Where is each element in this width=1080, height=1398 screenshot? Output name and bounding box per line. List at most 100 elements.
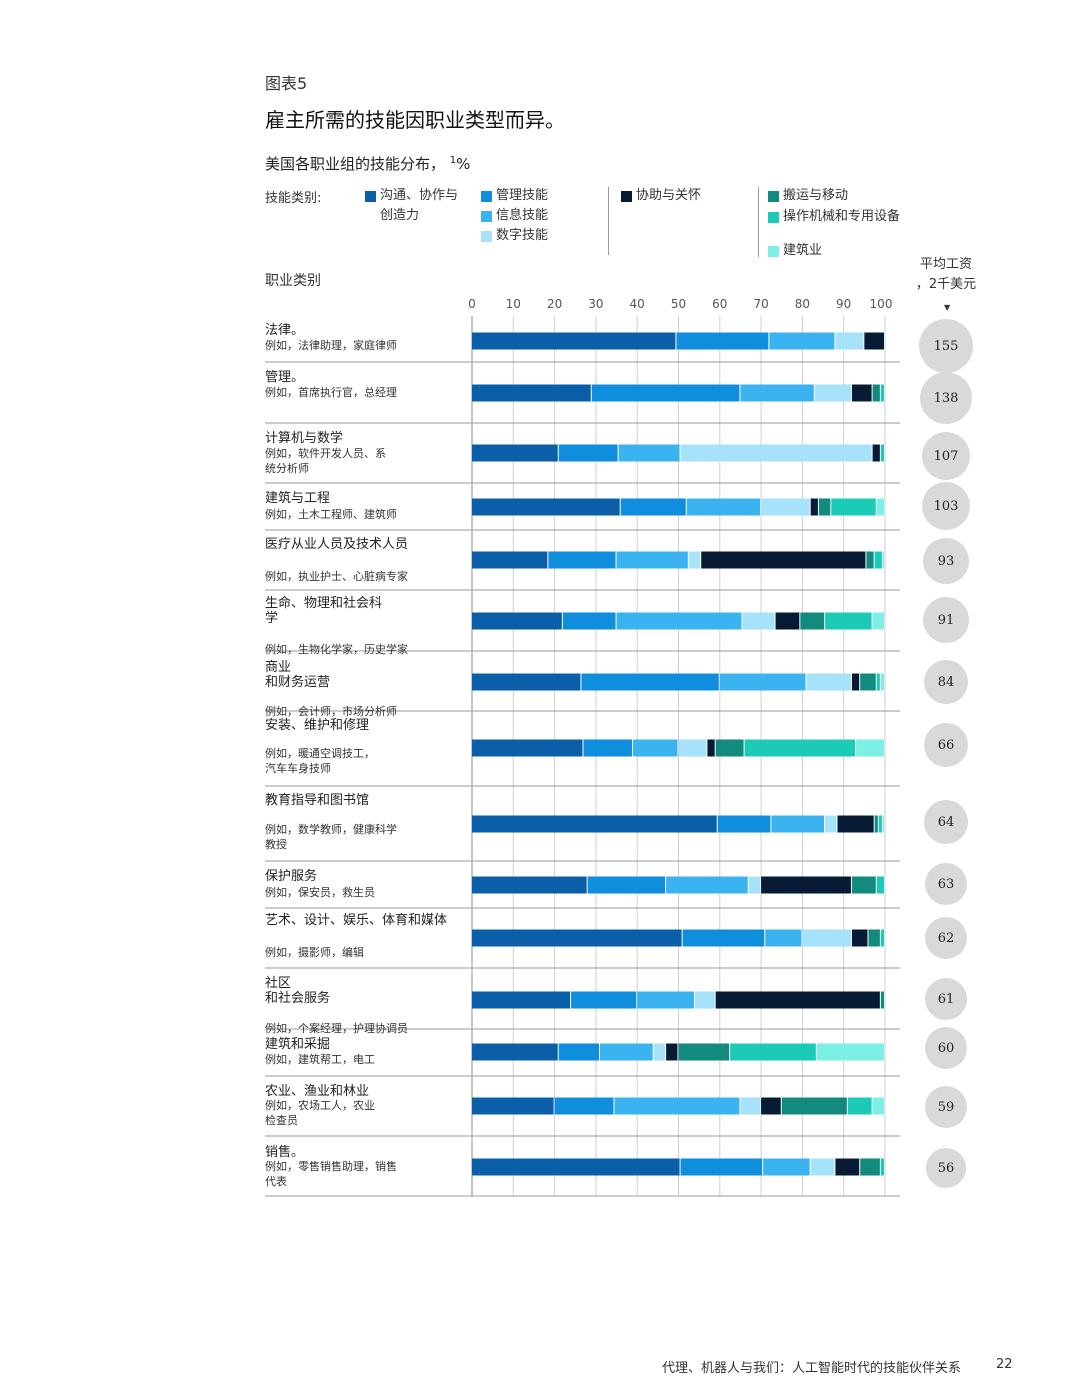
- x-tick-label: 60: [712, 297, 727, 311]
- bar-segment: [876, 498, 884, 516]
- bar-segment: [719, 673, 806, 691]
- bar-segment: [880, 673, 884, 691]
- bar-segment: [866, 551, 874, 569]
- bar-segment: [761, 876, 851, 894]
- occupation-name: 艺术、设计、娱乐、体育和媒体: [265, 913, 448, 928]
- occupation-name: 医疗从业人员及技术人员: [265, 537, 409, 552]
- wage-circle: 64: [924, 800, 968, 844]
- legend-handling-moving-swatch: [768, 191, 779, 202]
- bar-segment: [562, 612, 616, 630]
- subtitle-unit: %: [456, 155, 471, 173]
- bar-segment: [874, 815, 878, 833]
- legend-communication-swatch: [365, 191, 376, 202]
- occupation-name: 安装、维护和修理: [265, 718, 370, 733]
- x-tick-label: 70: [753, 297, 768, 311]
- occupation-example: 例如，生物化学家，历史学家: [265, 643, 408, 656]
- legend-divider: [758, 187, 759, 257]
- wage-circle: 63: [925, 863, 967, 905]
- occupation-example: 例如，执业护士、心脏病专家: [265, 570, 408, 583]
- bar-segment: [835, 332, 864, 350]
- bar-segment: [472, 1097, 554, 1115]
- occupation-name: 建筑和采掘: [265, 1037, 331, 1052]
- bar-segment: [620, 498, 686, 516]
- x-tick-label: 100: [870, 297, 893, 311]
- bar-segment: [761, 498, 810, 516]
- chart-title: 雇主所需的技能因职业类型而异。: [265, 108, 565, 132]
- occupation-name: 社区 和社会服务: [265, 976, 331, 1006]
- bar-segment: [761, 1097, 781, 1115]
- occupation-name: 建筑与工程: [265, 491, 331, 506]
- bar-segment: [765, 929, 802, 947]
- bar-segment: [554, 1097, 614, 1115]
- bar-segment: [880, 444, 884, 462]
- bar-segment: [880, 384, 884, 402]
- bar-segment: [472, 1043, 558, 1061]
- legend-management-swatch: [481, 191, 492, 202]
- x-tick-label: 30: [588, 297, 603, 311]
- occupation-name: 保护服务: [265, 869, 318, 884]
- bar-segment: [581, 673, 719, 691]
- occupation-example: 例如，摄影师，编辑: [265, 946, 364, 959]
- wage-arrow-icon: ▼: [944, 303, 951, 312]
- legend-handling-moving-label: 搬运与移动: [783, 188, 849, 203]
- bar-segment: [637, 991, 695, 1009]
- bar-segment: [616, 551, 688, 569]
- subtitle-footnote-mark: 1: [449, 155, 457, 166]
- bar-segment: [666, 1043, 678, 1061]
- bar-segment: [678, 1043, 730, 1061]
- occupation-name: 教育指导和图书馆: [265, 793, 370, 808]
- occupation-header: 职业类别: [265, 273, 321, 289]
- x-tick-label: 10: [506, 297, 521, 311]
- occupation-name: 销售。: [265, 1145, 305, 1160]
- occupation-name: 农业、渔业和林业: [265, 1084, 370, 1099]
- bar-segment: [880, 929, 884, 947]
- occupation-name: 管理。: [265, 370, 305, 385]
- bar-segment: [872, 384, 880, 402]
- wage-circle: 61: [925, 978, 967, 1020]
- legend-information-label: 信息技能: [496, 208, 549, 223]
- legend-construction-swatch: [768, 246, 779, 257]
- bar-segment: [740, 1097, 761, 1115]
- bar-segment: [781, 1097, 847, 1115]
- bar-segment: [717, 815, 771, 833]
- bar-segment: [680, 444, 872, 462]
- bar-segment: [695, 991, 715, 1009]
- bar-segment: [818, 498, 831, 516]
- bar-segment: [864, 332, 884, 350]
- bar-segment: [851, 929, 868, 947]
- bar-segment: [876, 876, 884, 894]
- bar-segment: [763, 1158, 810, 1176]
- bar-segment: [816, 1043, 884, 1061]
- bar-segment: [472, 444, 558, 462]
- bar-segment: [835, 1158, 860, 1176]
- wage-circle: 66: [924, 723, 968, 767]
- bar-segment: [806, 673, 851, 691]
- bar-segment: [847, 1097, 872, 1115]
- bar-segment: [715, 739, 744, 757]
- occupation-example: 例如，农场工人，农业 检查员: [265, 1099, 375, 1127]
- bar-segment: [837, 815, 874, 833]
- bar-segment: [707, 739, 715, 757]
- bar-segment: [472, 739, 583, 757]
- bar-segment: [688, 551, 701, 569]
- bar-segment: [730, 1043, 816, 1061]
- occupation-example: 例如，数学教师，健康科学 教授: [265, 823, 397, 851]
- x-tick-label: 40: [630, 297, 645, 311]
- bar-segment: [872, 444, 880, 462]
- chart-subtitle: 美国各职业组的技能分布， 1%: [265, 153, 470, 174]
- legend-assist-care-swatch: [621, 191, 632, 202]
- occupation-example: 例如，个案经理，护理协调员: [265, 1022, 408, 1035]
- occupation-example: 例如，首席执行官，总经理: [265, 386, 397, 399]
- bar-segment: [810, 1158, 835, 1176]
- bar-segment: [851, 673, 860, 691]
- bar-segment: [472, 332, 676, 350]
- bar-segment: [882, 551, 884, 569]
- bar-segment: [472, 876, 587, 894]
- bar-segment: [472, 673, 581, 691]
- bar-segment: [591, 384, 740, 402]
- bar-segment: [571, 991, 637, 1009]
- bar-segment: [472, 498, 620, 516]
- bar-segment: [472, 551, 548, 569]
- wage-circle: 59: [925, 1086, 967, 1128]
